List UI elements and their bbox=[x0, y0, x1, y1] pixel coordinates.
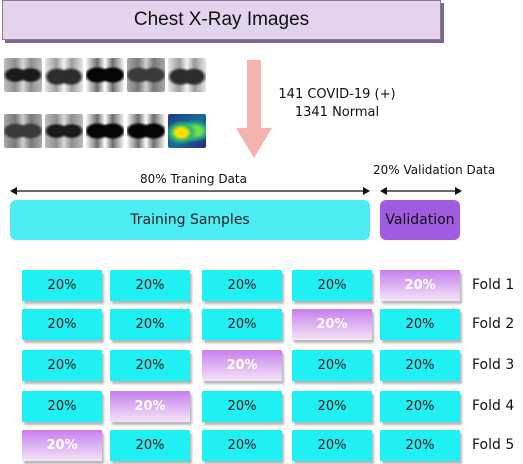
training-fold-cell: 20% bbox=[292, 430, 372, 461]
validation-fold-cell: 20% bbox=[202, 350, 282, 381]
chest-xray-image-icon bbox=[168, 58, 206, 92]
split-dimension-arrows bbox=[10, 187, 462, 195]
chest-xray-image-icon bbox=[127, 58, 165, 92]
chest-xray-image-icon bbox=[45, 58, 83, 92]
training-fold-cell: 20% bbox=[292, 350, 372, 381]
validation-fold-cell: 20% bbox=[380, 270, 460, 301]
xray-thumbnails bbox=[4, 58, 209, 150]
training-fold-cell: 20% bbox=[380, 391, 460, 422]
validation-fold-cell: 20% bbox=[110, 391, 190, 422]
chest-xray-image-icon bbox=[86, 58, 124, 92]
fold-label: Fold 1 bbox=[472, 277, 515, 293]
diagram-title: Chest X-Ray Images bbox=[2, 0, 441, 40]
train-span-label: 80% Traning Data bbox=[140, 172, 247, 186]
fold-label: Fold 2 bbox=[472, 316, 515, 332]
validation-fold-cell: 20% bbox=[292, 309, 372, 340]
training-fold-cell: 20% bbox=[22, 309, 102, 340]
training-fold-cell: 20% bbox=[292, 270, 372, 301]
chest-xray-image-icon bbox=[45, 114, 83, 148]
training-fold-cell: 20% bbox=[380, 350, 460, 381]
training-fold-cell: 20% bbox=[202, 391, 282, 422]
training-fold-cell: 20% bbox=[22, 270, 102, 301]
training-fold-cell: 20% bbox=[22, 350, 102, 381]
training-fold-cell: 20% bbox=[202, 270, 282, 301]
training-fold-cell: 20% bbox=[110, 350, 190, 381]
training-fold-cell: 20% bbox=[110, 430, 190, 461]
fold-label: Fold 5 bbox=[472, 437, 515, 453]
dataset-stats: 141 COVID-19 (+) 1341 Normal bbox=[262, 86, 412, 122]
validation-fold-cell: 20% bbox=[22, 430, 102, 461]
fold-label: Fold 3 bbox=[472, 357, 515, 373]
training-fold-cell: 20% bbox=[22, 391, 102, 422]
training-fold-cell: 20% bbox=[110, 309, 190, 340]
training-fold-cell: 20% bbox=[380, 309, 460, 340]
chest-xray-image-icon bbox=[4, 58, 42, 92]
validation-band: Validation bbox=[380, 200, 460, 240]
training-samples-band: Training Samples bbox=[10, 200, 370, 240]
training-fold-cell: 20% bbox=[380, 430, 460, 461]
chest-xray-image-icon bbox=[127, 114, 165, 148]
chest-xray-image-icon bbox=[4, 114, 42, 148]
training-fold-cell: 20% bbox=[110, 270, 190, 301]
down-arrow-icon bbox=[236, 60, 272, 158]
chest-xray-image-icon bbox=[86, 114, 124, 148]
covid-count: 141 COVID-19 (+) bbox=[278, 87, 396, 102]
validation-span-label: 20% Validation Data bbox=[373, 163, 496, 177]
chest-xray-heatmap-icon bbox=[168, 114, 206, 148]
training-fold-cell: 20% bbox=[202, 309, 282, 340]
fold-label: Fold 4 bbox=[472, 398, 515, 414]
training-fold-cell: 20% bbox=[292, 391, 372, 422]
training-fold-cell: 20% bbox=[202, 430, 282, 461]
normal-count: 1341 Normal bbox=[294, 105, 380, 120]
